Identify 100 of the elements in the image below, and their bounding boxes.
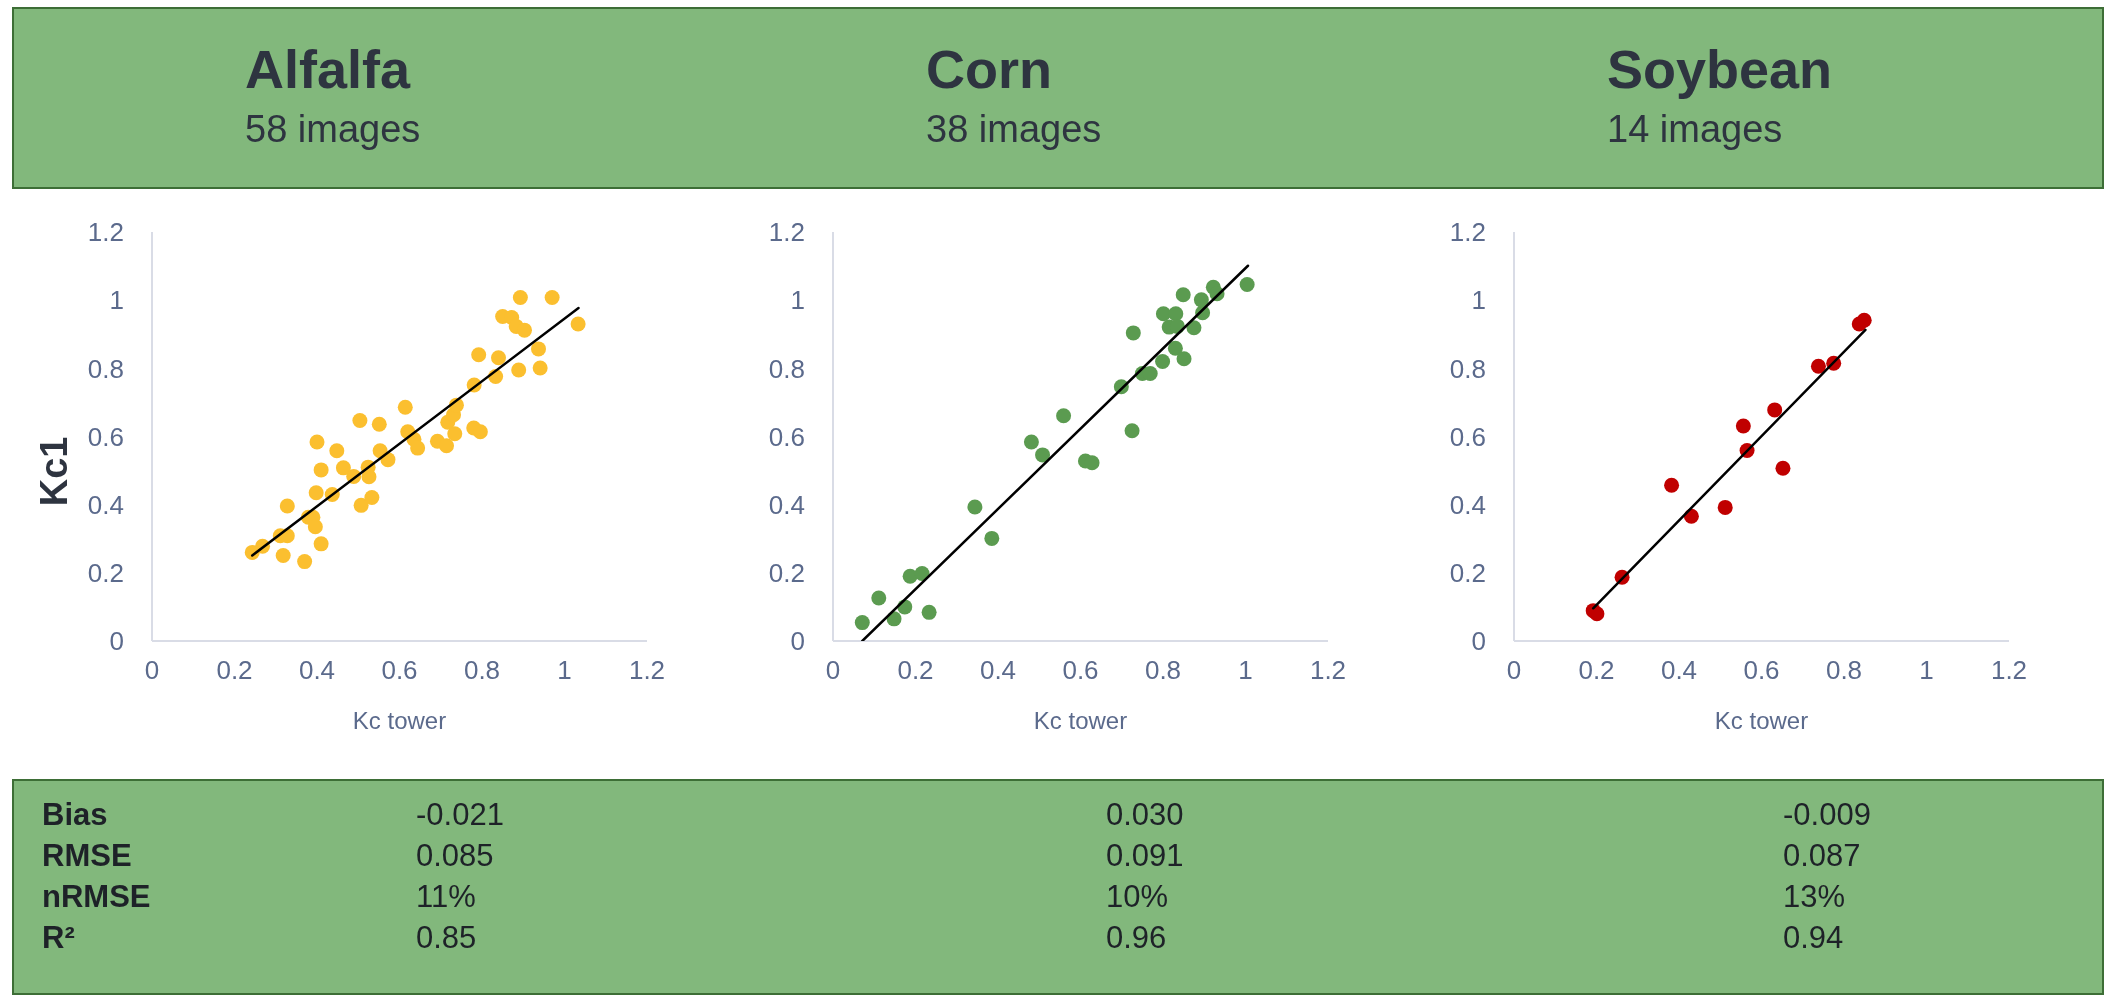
x-tick-label: 1 xyxy=(1919,655,1934,686)
point xyxy=(307,519,323,535)
point xyxy=(309,434,325,450)
y-tick-label: 0.6 xyxy=(87,421,124,452)
x-tick-label: 0.6 xyxy=(381,655,418,686)
point xyxy=(1767,402,1783,418)
point xyxy=(297,554,313,570)
y-tick-label: 0.6 xyxy=(1449,421,1486,452)
x-tick-label: 0.6 xyxy=(1743,655,1780,686)
point xyxy=(371,416,387,432)
point xyxy=(279,498,295,514)
point xyxy=(984,530,1000,546)
text: 0.030 xyxy=(1106,797,1184,833)
x-tick-label: 0.8 xyxy=(1825,655,1863,686)
x-tick-label: 0.8 xyxy=(1144,655,1182,686)
point xyxy=(1589,606,1605,622)
y-tick-label: 0.4 xyxy=(768,489,805,520)
point xyxy=(1717,499,1733,515)
point xyxy=(544,289,560,305)
x-axis-title: Kc tower xyxy=(1714,707,1809,734)
point xyxy=(439,438,455,454)
point xyxy=(516,322,532,338)
x-tick-label: 0.6 xyxy=(1062,655,1099,686)
point xyxy=(1035,447,1051,463)
point xyxy=(313,536,329,552)
chart-title: Corn xyxy=(926,38,1053,101)
text: 0.85 xyxy=(416,920,477,956)
point xyxy=(361,469,377,485)
text: 11% xyxy=(416,879,476,915)
point xyxy=(531,341,547,357)
text: 0.94 xyxy=(1783,920,1844,956)
x-tick-label: 0.4 xyxy=(979,655,1017,686)
y-tick-label: 0 xyxy=(790,626,805,657)
text: 0.085 xyxy=(416,838,494,874)
y-tick-label: 0.2 xyxy=(768,558,805,589)
text: RMSE xyxy=(42,838,132,874)
point xyxy=(1856,312,1872,328)
x-tick-label: 1.2 xyxy=(1309,655,1347,686)
point xyxy=(352,412,368,428)
point xyxy=(308,485,324,501)
point xyxy=(1023,434,1039,450)
x-tick-label: 0.2 xyxy=(1578,655,1615,686)
text: 0.091 xyxy=(1106,838,1184,874)
point xyxy=(532,360,548,376)
chart-title: Alfalfa xyxy=(245,38,412,101)
y-tick-label: 0.2 xyxy=(1449,558,1486,589)
point xyxy=(1176,351,1192,367)
point xyxy=(1155,354,1171,370)
text: 0.087 xyxy=(1783,838,1861,874)
point xyxy=(1124,423,1140,439)
y-tick-label: 0.8 xyxy=(768,353,805,384)
point xyxy=(854,615,870,631)
point xyxy=(353,497,369,513)
point xyxy=(512,289,528,305)
y-tick-label: 1.2 xyxy=(768,217,805,248)
point xyxy=(1167,340,1183,356)
point xyxy=(1664,477,1680,493)
y-tick-label: 0.4 xyxy=(87,489,124,520)
point xyxy=(1239,276,1255,292)
y-tick-label: 0.8 xyxy=(1449,353,1486,384)
x-tick-label: 0 xyxy=(825,655,841,686)
y-tick-label: 0.8 xyxy=(87,353,124,384)
text: 10% xyxy=(1106,879,1169,915)
point xyxy=(902,568,918,584)
text: R² xyxy=(42,920,75,956)
point xyxy=(1810,358,1826,374)
text: 13% xyxy=(1783,879,1846,915)
x-tick-label: 0 xyxy=(144,655,160,686)
chart-title: Soybean xyxy=(1607,38,1833,101)
point xyxy=(1175,287,1191,303)
x-tick-label: 1 xyxy=(557,655,572,686)
x-axis-title: Kc tower xyxy=(1033,707,1128,734)
point xyxy=(1168,306,1184,322)
y-tick-label: 1.2 xyxy=(1449,217,1486,248)
y-tick-label: 0 xyxy=(109,626,124,657)
x-tick-label: 0 xyxy=(1506,655,1522,686)
point xyxy=(491,350,506,366)
point xyxy=(447,426,463,442)
point xyxy=(1775,460,1791,476)
point xyxy=(1735,418,1751,434)
point xyxy=(511,362,527,378)
point xyxy=(914,566,930,582)
x-tick-label: 1.2 xyxy=(1990,655,2028,686)
text: nRMSE xyxy=(42,879,151,915)
point xyxy=(397,399,413,415)
point xyxy=(1193,292,1209,308)
point xyxy=(871,590,887,606)
point xyxy=(410,440,426,456)
point xyxy=(1125,325,1141,341)
y-axis-title: Kc1 xyxy=(33,436,76,507)
y-tick-label: 0.6 xyxy=(768,421,805,452)
chart-subtitle: 14 images xyxy=(1607,107,1784,152)
y-tick-label: 1 xyxy=(1471,285,1486,316)
x-tick-label: 0.4 xyxy=(298,655,336,686)
y-tick-label: 1.2 xyxy=(87,217,124,248)
point xyxy=(570,316,586,332)
y-tick-label: 0 xyxy=(1471,626,1486,657)
point xyxy=(275,547,291,563)
y-tick-label: 1 xyxy=(790,285,805,316)
point xyxy=(472,424,488,440)
